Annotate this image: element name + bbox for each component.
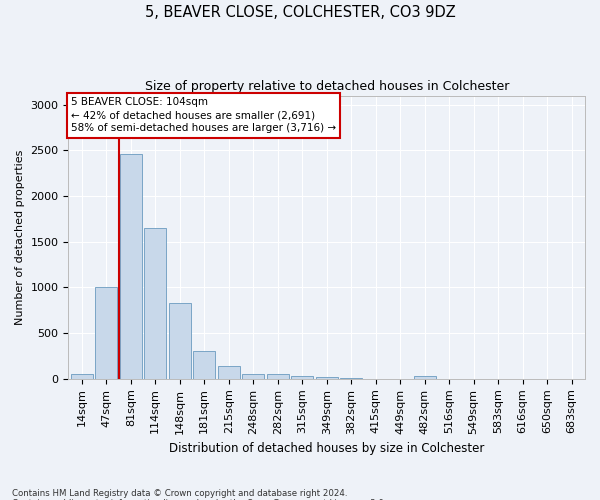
- Text: Contains HM Land Registry data © Crown copyright and database right 2024.: Contains HM Land Registry data © Crown c…: [12, 488, 347, 498]
- Bar: [413, 376, 436, 379]
- Y-axis label: Number of detached properties: Number of detached properties: [15, 150, 25, 325]
- Bar: [71, 374, 93, 379]
- Bar: [120, 154, 142, 379]
- Bar: [95, 288, 118, 379]
- X-axis label: Distribution of detached houses by size in Colchester: Distribution of detached houses by size …: [169, 442, 484, 455]
- Text: Contains public sector information licensed under the Open Government Licence v3: Contains public sector information licen…: [12, 498, 386, 500]
- Bar: [291, 376, 313, 379]
- Bar: [316, 377, 338, 379]
- Bar: [145, 228, 166, 379]
- Bar: [193, 352, 215, 379]
- Bar: [169, 303, 191, 379]
- Text: 5, BEAVER CLOSE, COLCHESTER, CO3 9DZ: 5, BEAVER CLOSE, COLCHESTER, CO3 9DZ: [145, 5, 455, 20]
- Title: Size of property relative to detached houses in Colchester: Size of property relative to detached ho…: [145, 80, 509, 93]
- Text: 5 BEAVER CLOSE: 104sqm
← 42% of detached houses are smaller (2,691)
58% of semi-: 5 BEAVER CLOSE: 104sqm ← 42% of detached…: [71, 97, 336, 134]
- Bar: [242, 374, 264, 379]
- Bar: [267, 374, 289, 379]
- Bar: [218, 366, 240, 379]
